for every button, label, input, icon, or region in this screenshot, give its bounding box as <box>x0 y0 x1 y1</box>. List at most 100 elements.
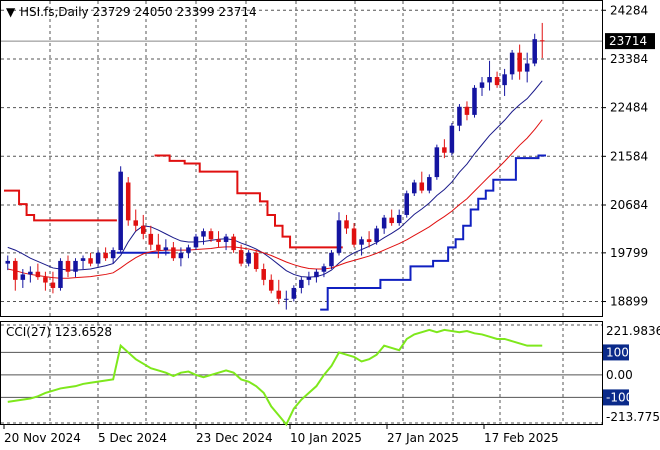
candle-body <box>103 252 108 259</box>
candle-body <box>216 239 221 242</box>
candle-body <box>118 171 123 251</box>
candle-body <box>336 220 342 253</box>
candle-body <box>306 277 312 280</box>
candle-body <box>487 77 492 83</box>
candle-body <box>163 247 169 251</box>
last-price-box <box>605 33 655 50</box>
candle-body <box>253 252 259 270</box>
candle-body <box>28 271 33 275</box>
cci-level-box <box>603 344 629 361</box>
chart-header-text: HSI.fs,Daily 23729 24050 23399 23714 <box>20 5 257 19</box>
cci-level-box <box>603 389 629 406</box>
candle-body <box>404 193 409 215</box>
candle-body <box>494 77 500 86</box>
candle-body <box>208 231 214 240</box>
candle-body <box>125 182 131 221</box>
price-tick-label: 21584 <box>610 149 648 163</box>
candle-body <box>389 217 394 224</box>
channel-lines <box>4 154 546 311</box>
candle-body <box>374 228 379 242</box>
candle-body <box>314 271 319 278</box>
candle-body <box>171 247 176 259</box>
time-tick-label: 10 Jan 2025 <box>290 431 362 445</box>
candle-body <box>13 260 18 280</box>
candle-body <box>73 260 78 272</box>
candle-body <box>366 239 372 242</box>
candle-body <box>464 106 470 115</box>
candle-body <box>35 271 41 278</box>
candle-body <box>457 106 462 126</box>
candle-body <box>299 279 304 288</box>
candle-body <box>344 220 349 229</box>
price-tick-label: 24284 <box>610 3 648 17</box>
candle-body <box>396 214 402 224</box>
candle-body <box>88 258 93 264</box>
candle-body <box>231 236 236 251</box>
candle-body <box>359 239 364 245</box>
candle-body <box>419 182 425 191</box>
main-panel-frame <box>0 0 603 317</box>
candle-body <box>434 147 440 178</box>
candle-body <box>517 52 522 72</box>
price-tick-label: 20684 <box>610 198 648 212</box>
price-axis: 24284 23384 22484 21584 20684 19799 18899 23714 <box>602 3 655 309</box>
candle-body <box>193 236 199 248</box>
cci-header-text: CCI(27) 123.6528 <box>6 325 112 339</box>
candle-body <box>178 252 184 259</box>
candle-body <box>110 250 116 259</box>
candle-body <box>133 220 138 226</box>
candle-body <box>412 182 417 194</box>
price-tick-label: 19799 <box>610 246 648 260</box>
moving-averages <box>7 80 543 279</box>
cci-level-lines <box>1 324 602 424</box>
time-tick-label: 27 Jan 2025 <box>387 431 459 445</box>
candle-body <box>321 266 327 272</box>
time-tick-label: 20 Nov 2024 <box>4 431 81 445</box>
candles <box>5 22 545 310</box>
candle-body <box>427 177 432 191</box>
upper-channel-line <box>4 154 343 249</box>
candle-body <box>5 260 11 264</box>
cci-tick-label: 100 <box>606 345 629 359</box>
cci-tick-label: -100 <box>606 390 633 404</box>
candle-body <box>201 231 206 237</box>
candle-body <box>156 244 161 251</box>
candle-body <box>65 260 71 272</box>
candle-body <box>261 269 266 280</box>
slow-ma-line <box>7 119 543 279</box>
last-price-label: 23714 <box>609 34 647 48</box>
candle-body <box>95 252 101 264</box>
grid-lines <box>1 1 602 424</box>
candle-body <box>58 260 63 288</box>
candle-body <box>80 258 86 261</box>
cci-tick-label: 0.00 <box>606 368 633 382</box>
candle-body <box>472 87 477 115</box>
candle-body <box>351 228 357 245</box>
lower-channel-line <box>116 154 546 311</box>
price-tick-label: 23384 <box>610 52 648 66</box>
time-tick-label: 17 Feb 2025 <box>484 431 559 445</box>
candle-body <box>532 39 537 64</box>
candle-body <box>141 225 146 234</box>
time-tick-label: 5 Dec 2024 <box>98 431 167 445</box>
candle-body <box>479 82 485 88</box>
candle-body <box>291 287 297 299</box>
candle-body <box>43 277 48 283</box>
candle-body <box>329 252 334 267</box>
candle-body <box>148 233 154 245</box>
candle-body <box>238 250 244 264</box>
candle-body <box>524 63 530 72</box>
candle-body <box>268 279 274 291</box>
candle-body <box>20 274 26 280</box>
cci-line <box>7 328 543 427</box>
candle-body <box>276 290 282 299</box>
time-axis: 20 Nov 2024 5 Dec 2024 23 Dec 2024 10 Jan 2… <box>3 424 559 445</box>
price-tick-label: 18899 <box>610 295 648 309</box>
cci-line-group <box>7 328 543 427</box>
candle-body <box>223 236 229 242</box>
candle-body <box>449 125 455 153</box>
candle-body <box>284 298 289 300</box>
